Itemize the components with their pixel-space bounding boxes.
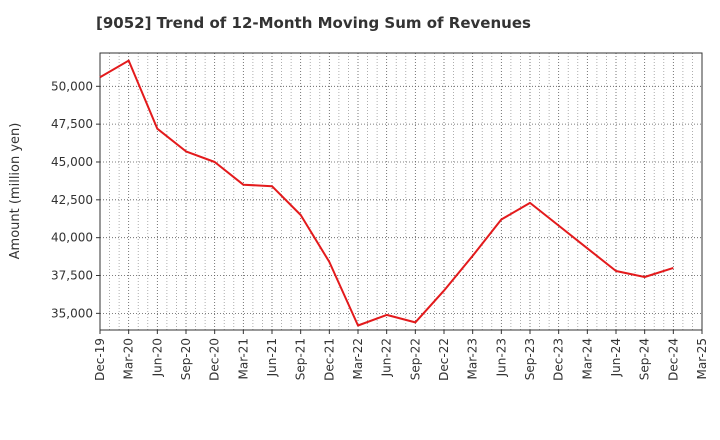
series-line [99,59,674,327]
x-tick-label: Dec-21 [322,338,336,381]
y-tick-label: 47,500 [51,117,93,131]
y-tick-label: 40,000 [51,231,93,245]
y-axis-title: Amount (million yen) [8,123,23,260]
x-tick-label: Dec-22 [437,338,451,381]
x-tick-label: Mar-24 [580,338,594,379]
x-tick-label: Jun-22 [380,338,394,377]
x-tick-label: Jun-20 [150,338,164,377]
x-tick-label: Sep-21 [294,338,308,380]
y-tick-label: 50,000 [51,79,93,93]
plot-frame [99,52,703,331]
x-tick-label: Mar-25 [695,338,709,379]
x-tick-label: Sep-23 [523,338,537,380]
x-tick-label: Jun-23 [494,338,508,377]
x-tick-label: Sep-22 [408,338,422,380]
x-tick-label: Dec-20 [208,338,222,381]
x-tick-label: Mar-20 [122,338,136,379]
chart-title: [9052] Trend of 12-Month Moving Sum of R… [96,14,531,32]
x-tick-label: Mar-23 [466,338,480,379]
x-tick-label: Dec-23 [552,338,566,381]
y-tick-label: 37,500 [51,269,93,283]
x-tick-label: Jun-21 [265,338,279,377]
x-tick-label: Sep-20 [179,338,193,380]
y-tick-label: 42,500 [51,193,93,207]
y-tick-label: 45,000 [51,155,93,169]
x-tick-label: Jun-24 [609,338,623,377]
x-tick-label: Dec-24 [666,338,680,381]
x-tick-label: Mar-21 [236,338,250,379]
x-tick-label: Sep-24 [638,338,652,380]
x-tick-label: Mar-22 [351,338,365,379]
x-tick-label: Dec-19 [93,338,107,381]
y-tick-label: 35,000 [51,306,93,320]
